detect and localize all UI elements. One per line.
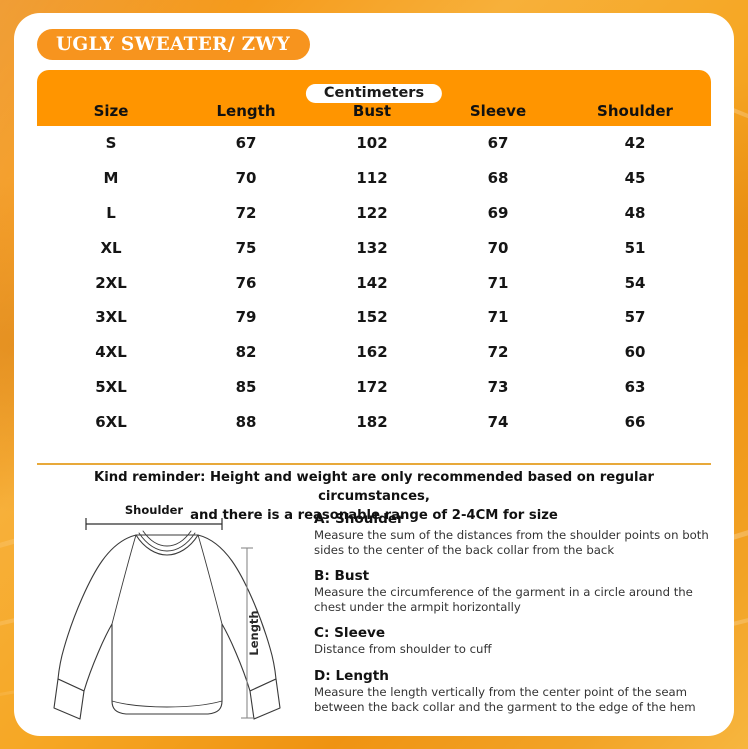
- product-title-badge: UGLY SWEATER/ ZWY: [37, 29, 311, 60]
- cell-sleeve: 74: [487, 412, 509, 431]
- measurement-block: A: Shoulder Measure the sum of the distan…: [314, 511, 719, 557]
- cell-size: 2XL: [95, 273, 127, 292]
- cell-shoulder: 48: [624, 203, 646, 222]
- cell-bust: 132: [356, 238, 388, 257]
- table-row: L 72 122 69 48: [37, 196, 711, 231]
- cell-shoulder: 45: [624, 169, 646, 188]
- unit-badge: Centimeters: [305, 84, 443, 103]
- cell-sleeve: 67: [487, 134, 509, 153]
- cell-bust: 172: [356, 377, 388, 396]
- cell-length: 76: [235, 273, 257, 292]
- cell-size: 4XL: [95, 343, 127, 362]
- cell-shoulder: 66: [624, 412, 646, 431]
- cell-length: 85: [235, 377, 257, 396]
- table-header-bar: Centimeters Size Length Bust Sleeve Shou…: [37, 70, 711, 126]
- cell-size: 5XL: [95, 377, 127, 396]
- content-card: UGLY SWEATER/ ZWY Centimeters Size Lengt…: [14, 13, 734, 736]
- cell-length: 67: [235, 134, 257, 153]
- measurement-body: Measure the circumference of the garment…: [314, 585, 693, 614]
- size-table: Centimeters Size Length Bust Sleeve Shou…: [37, 70, 711, 440]
- measurement-title: B: Bust: [314, 568, 370, 585]
- shoulder-dimension-label: Shoulder: [125, 503, 184, 517]
- section-divider: [37, 463, 711, 465]
- cell-shoulder: 63: [624, 377, 646, 396]
- shoulder-dimension-line: [85, 518, 223, 530]
- cell-size: L: [106, 203, 116, 222]
- cell-sleeve: 68: [487, 169, 509, 188]
- table-body: S 67 102 67 42 M 70 112 68 45 L 72 122 69 48 XL 75 132 70 5…: [37, 126, 711, 440]
- table-row: 6XL 88 182 74 66: [37, 404, 711, 439]
- cell-length: 70: [235, 169, 257, 188]
- cell-size: XL: [100, 238, 122, 257]
- table-row: 3XL 79 152 71 57: [37, 300, 711, 335]
- measurement-body: Measure the sum of the distances from th…: [314, 528, 709, 557]
- table-row: 4XL 82 162 72 60: [37, 335, 711, 370]
- cell-size: M: [103, 169, 119, 188]
- cell-size: 6XL: [95, 412, 127, 431]
- cell-shoulder: 60: [624, 343, 646, 362]
- cell-shoulder: 42: [624, 134, 646, 153]
- column-header-shoulder: Shoulder: [597, 102, 673, 120]
- length-dimension-line: [241, 547, 253, 719]
- cell-bust: 182: [356, 412, 388, 431]
- cell-bust: 152: [356, 308, 388, 327]
- cell-size: S: [105, 134, 117, 153]
- table-row: 5XL 85 172 73 63: [37, 370, 711, 405]
- sweater-illustration-svg: Shoulder Length: [53, 503, 281, 720]
- cell-sleeve: 73: [487, 377, 509, 396]
- table-row: 2XL 76 142 71 54: [37, 265, 711, 300]
- table-header-row: Size Length Bust Sleeve Shoulder: [37, 102, 711, 120]
- measurement-title: D: Length: [314, 667, 389, 684]
- measurement-title: A: Shoulder: [314, 511, 404, 527]
- column-header-bust: Bust: [352, 102, 392, 120]
- measurement-instructions: A: Shoulder Measure the sum of the distan…: [314, 511, 719, 725]
- cell-length: 72: [235, 203, 257, 222]
- table-row: XL 75 132 70 51: [37, 230, 711, 265]
- measurement-body: Distance from shoulder to cuff: [314, 642, 492, 657]
- cell-sleeve: 71: [487, 308, 509, 327]
- table-row: S 67 102 67 42: [37, 126, 711, 161]
- cell-length: 75: [235, 238, 257, 257]
- reminder-line-2: and there is a reasonable range of 2-4CM…: [190, 508, 558, 523]
- cell-sleeve: 72: [487, 343, 509, 362]
- measurement-title: C: Sleeve: [314, 625, 386, 642]
- measurement-block: D: Length Measure the length vertically f…: [314, 668, 719, 714]
- cell-sleeve: 70: [487, 238, 509, 257]
- cell-shoulder: 54: [624, 273, 646, 292]
- column-header-size: Size: [93, 102, 129, 120]
- cell-bust: 112: [356, 169, 388, 188]
- cell-sleeve: 71: [487, 273, 509, 292]
- cell-bust: 122: [356, 203, 388, 222]
- cell-length: 82: [235, 343, 257, 362]
- cell-bust: 102: [356, 134, 388, 153]
- cell-length: 88: [235, 412, 257, 431]
- kind-reminder-note: Kind reminder: Height and weight are onl…: [42, 468, 706, 525]
- column-header-length: Length: [216, 102, 276, 120]
- cell-shoulder: 57: [624, 308, 646, 327]
- sweater-diagram: Shoulder Length: [40, 503, 310, 733]
- measurement-block: C: Sleeve Distance from shoulder to cuff: [314, 625, 719, 657]
- reminder-line-1: Kind reminder: Height and weight are onl…: [94, 470, 654, 504]
- cell-bust: 142: [356, 273, 388, 292]
- cell-bust: 162: [356, 343, 388, 362]
- page-title: UGLY SWEATER/ ZWY: [56, 34, 291, 55]
- cell-size: 3XL: [95, 308, 127, 327]
- measurement-block: B: Bust Measure the circumference of the …: [314, 568, 719, 614]
- cell-shoulder: 51: [624, 238, 646, 257]
- table-row: M 70 112 68 45: [37, 161, 711, 196]
- measurement-body: Measure the length vertically from the c…: [314, 684, 696, 714]
- length-dimension-label: Length: [247, 610, 261, 655]
- cell-sleeve: 69: [487, 203, 509, 222]
- cell-length: 79: [235, 308, 257, 327]
- column-header-sleeve: Sleeve: [469, 102, 527, 120]
